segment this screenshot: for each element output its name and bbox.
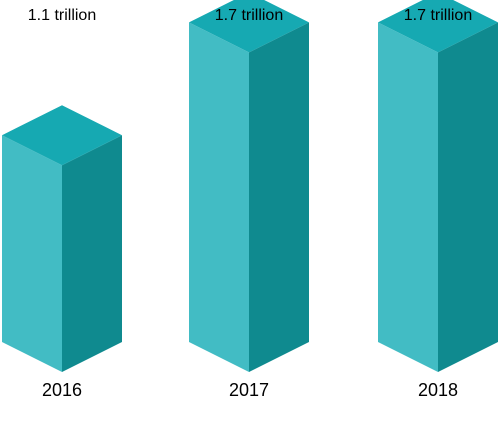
- bar-2016: [2, 105, 122, 372]
- value-label-2018: 1.7 trillion: [404, 7, 472, 24]
- category-label-2018: 2018: [418, 380, 458, 400]
- category-label-2017: 2017: [229, 380, 269, 400]
- bar-top-face-2018: [378, 0, 498, 53]
- value-label-2017: 1.7 trillion: [215, 7, 283, 24]
- bar-2018: [378, 0, 498, 373]
- bar-side-face-2016: [62, 135, 122, 372]
- bar-side-face-2017: [249, 22, 309, 373]
- bar-front-face-2017: [189, 22, 249, 373]
- value-labels-group: 1.1 trillion 1.7 trillion 1.7 trillion: [28, 7, 472, 24]
- bars-group: [2, 0, 498, 373]
- bar-top-face-2017: [189, 0, 309, 53]
- bar-side-face-2018: [438, 22, 498, 373]
- bar-top-face-2016: [2, 105, 122, 166]
- bar-front-face-2018: [378, 22, 438, 373]
- bar-front-face-2016: [2, 135, 62, 372]
- category-label-2016: 2016: [42, 380, 82, 400]
- value-label-2016: 1.1 trillion: [28, 7, 96, 24]
- category-labels-group: 2016 2017 2018: [42, 380, 458, 400]
- bar-2017: [189, 0, 309, 373]
